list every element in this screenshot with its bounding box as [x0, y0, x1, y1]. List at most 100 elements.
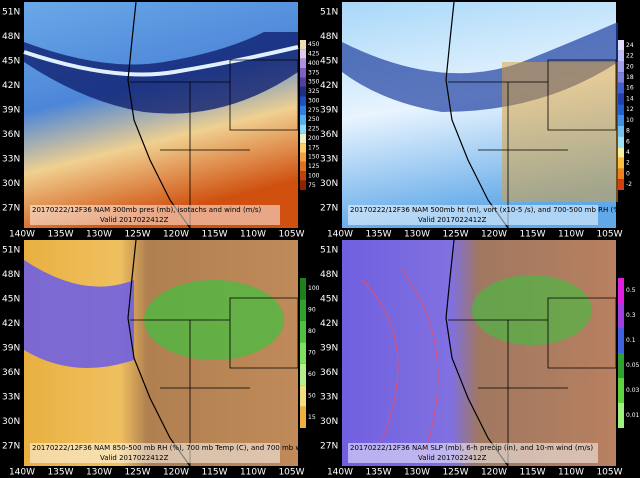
- lat-label: 33N: [2, 393, 20, 403]
- colorbar-swatch: [300, 77, 306, 87]
- lat-label: 30N: [320, 179, 338, 189]
- lat-label: 39N: [320, 344, 338, 354]
- lon-label: 125W: [124, 230, 150, 240]
- colorbar-swatch: [618, 147, 624, 158]
- colorbar-label: 16: [626, 85, 634, 92]
- colorbar-swatch: [618, 104, 624, 115]
- colorbar-swatch: [618, 125, 624, 137]
- lon-label: 110W: [240, 230, 266, 240]
- lat-label: 27N: [320, 442, 338, 452]
- lat-label: 33N: [320, 393, 338, 403]
- colorbar-swatch: [300, 342, 306, 364]
- colorbar-label: 60: [308, 371, 316, 378]
- lat-label: 48N: [320, 270, 338, 280]
- colorbar-swatch: [618, 353, 624, 378]
- caption: 20170222/12F36 NAM 500mb ht (m), vort (x…: [350, 206, 623, 214]
- lon-label: 140W: [327, 468, 353, 478]
- colorbar-label: 225: [308, 126, 320, 133]
- colorbar-label: 0.01: [626, 412, 640, 419]
- lon-label: 130W: [404, 230, 430, 240]
- caption-bg: [348, 205, 598, 225]
- caption: 20170222/12F36 NAM SLP (mb), 6-h precip …: [350, 444, 593, 452]
- colorbar-label: 450: [308, 41, 320, 48]
- colorbar-swatch: [618, 403, 624, 428]
- colorbar-swatch: [618, 157, 624, 169]
- colorbar-swatch: [300, 49, 306, 59]
- colorbar-swatch: [300, 86, 306, 97]
- lat-label: 39N: [2, 106, 20, 116]
- colorbar-label: 24: [626, 42, 634, 49]
- lon-label: 125W: [442, 468, 468, 478]
- moist-area: [24, 260, 134, 368]
- lat-label: 36N: [2, 130, 20, 140]
- lat-label: 27N: [2, 204, 20, 214]
- map-background: [342, 240, 616, 466]
- lat-label: 42N: [2, 319, 20, 329]
- panel: 0.5 0.3 0.1 0.05 0.03 0.01 20170222/12F36 NAM …: [320, 239, 640, 478]
- caption-bg: [30, 443, 280, 463]
- colorbar-label: 2: [626, 160, 630, 167]
- lon-label: 115W: [201, 230, 227, 240]
- lat-label: 30N: [2, 417, 20, 427]
- lat-label: 48N: [2, 270, 20, 280]
- colorbar-swatch: [618, 328, 624, 353]
- colorbar-swatch: [300, 68, 306, 78]
- lat-label: 39N: [2, 344, 20, 354]
- colorbar-swatch: [300, 161, 306, 172]
- lon-label: 135W: [365, 468, 391, 478]
- colorbar-swatch: [618, 303, 624, 328]
- map-area: [24, 239, 299, 467]
- colorbar-label: 22: [626, 53, 634, 60]
- colorbar-swatch: [618, 115, 624, 126]
- colorbar-label: 300: [308, 97, 320, 104]
- lat-label: 30N: [2, 179, 20, 189]
- colorbar-label: 275: [308, 107, 320, 114]
- state-borders: [130, 297, 299, 466]
- colorbar-label: 12: [626, 106, 634, 113]
- colorbar-swatch: [300, 385, 306, 407]
- map-area: [342, 239, 617, 467]
- colorbar-label: 14: [626, 95, 634, 102]
- colorbar-label: 80: [308, 328, 316, 335]
- colorbar-swatch: [300, 124, 306, 134]
- colorbar-swatch: [300, 105, 306, 115]
- colorbar-label: 4: [626, 149, 630, 156]
- lon-label: 130W: [86, 230, 112, 240]
- lon-label: 135W: [47, 230, 73, 240]
- colorbar-label: 150: [308, 154, 320, 161]
- panel: 450 425 400 375 350 325 300 275 250 225 200 175 150 1…: [2, 1, 320, 240]
- colorbar-label: 70: [308, 350, 316, 357]
- colorbar-swatch: [618, 278, 624, 303]
- lon-label: 120W: [481, 230, 507, 240]
- colorbar-label: 100: [308, 172, 320, 179]
- caption-bg: [348, 443, 598, 463]
- colorbar-label: 200: [308, 135, 320, 142]
- colorbar-label: 10: [626, 117, 634, 124]
- lat-label: 45N: [2, 57, 20, 67]
- colorbar-label: 15: [308, 414, 316, 421]
- colorbar-swatch: [300, 406, 306, 428]
- lat-label: 48N: [2, 32, 20, 42]
- lat-label: 36N: [2, 368, 20, 378]
- colorbar-label: 125: [308, 163, 320, 170]
- lon-label: 105W: [278, 230, 304, 240]
- lon-label: 110W: [558, 230, 584, 240]
- overlay: [342, 22, 618, 202]
- lon-label: 135W: [47, 468, 73, 478]
- colorbar-label: 0.5: [626, 287, 636, 294]
- precip-green: [472, 275, 592, 345]
- lon-label: 140W: [9, 230, 35, 240]
- colorbar-label: 6: [626, 138, 630, 145]
- lat-label: 45N: [2, 295, 20, 305]
- lat-label: 45N: [320, 57, 338, 67]
- lon-label: 140W: [327, 230, 353, 240]
- colorbar-label: 18: [626, 74, 634, 81]
- lon-label: 105W: [596, 230, 622, 240]
- valid-time: Valid 2017022412Z: [418, 454, 487, 462]
- colorbar-swatch: [618, 72, 624, 83]
- lon-label: 125W: [124, 468, 150, 478]
- colorbar-swatch: [300, 152, 306, 162]
- lon-label: 105W: [596, 468, 622, 478]
- colorbar-swatch: [618, 168, 624, 180]
